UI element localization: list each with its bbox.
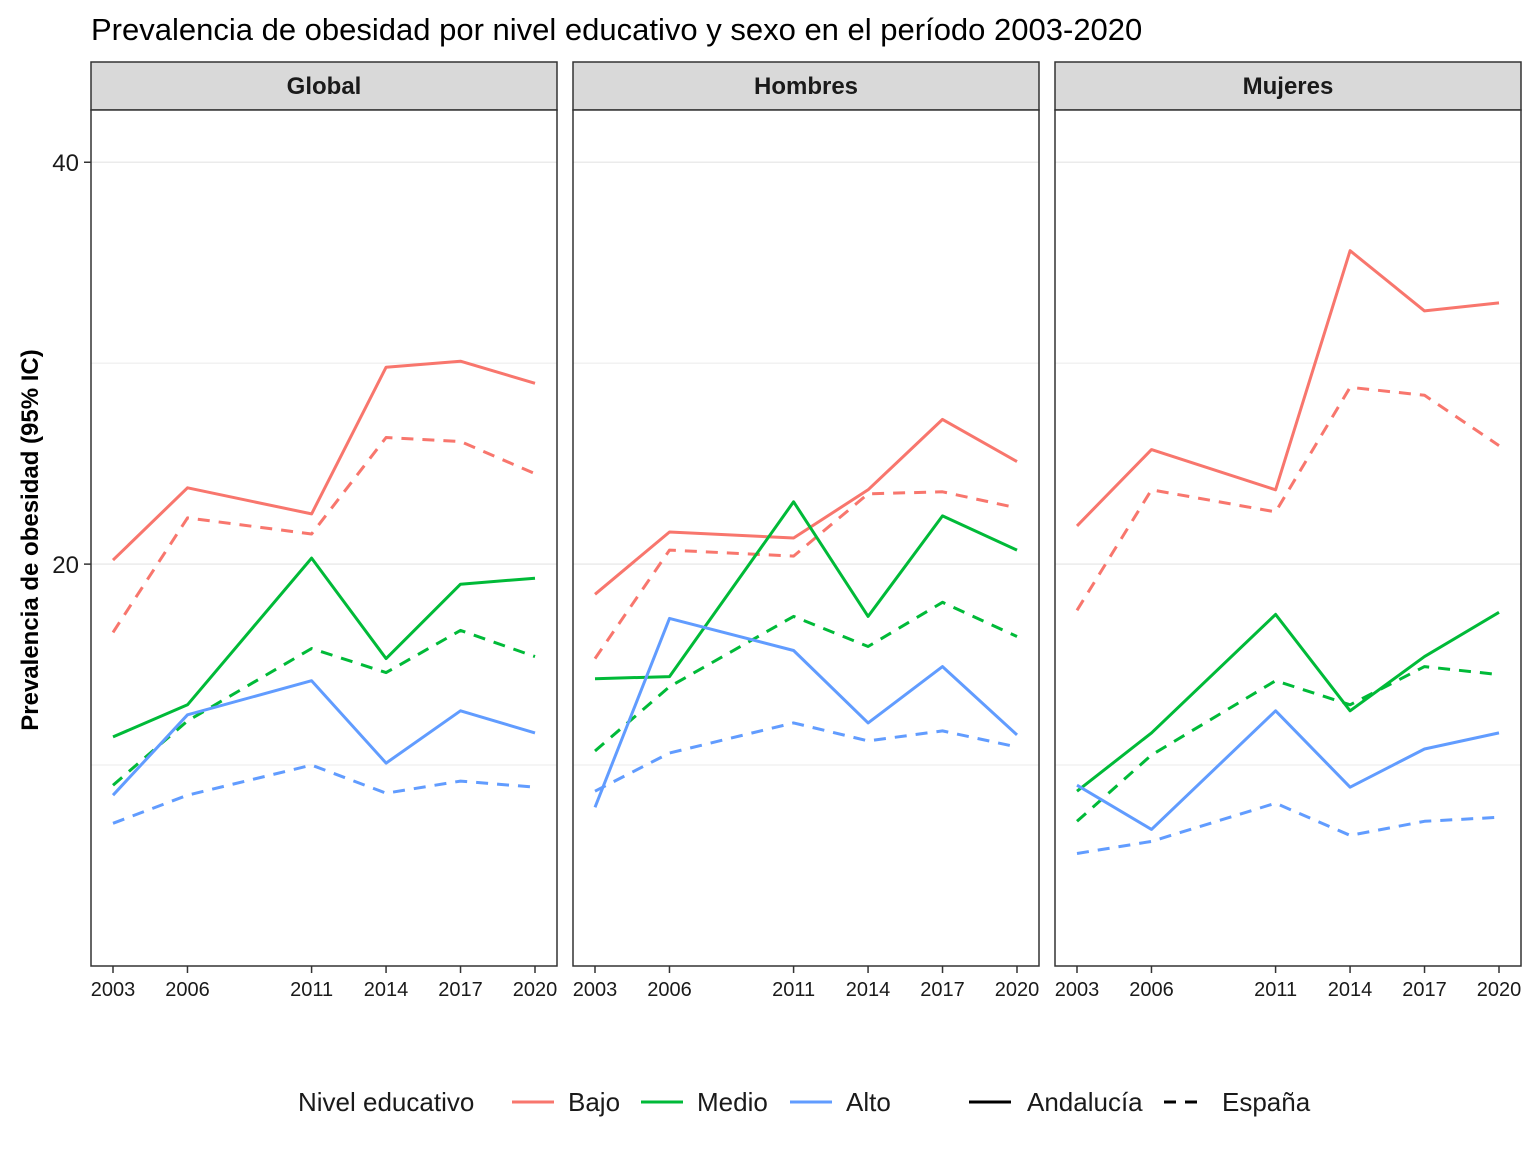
series-line-hombres-bajo-espana	[593, 490, 1018, 660]
panel-border-mujeres	[1054, 109, 1522, 967]
plot-area-global	[91, 110, 557, 966]
x-tick-label: 2003	[573, 979, 618, 1001]
series-line-mujeres-bajo-andalucia	[1075, 249, 1500, 527]
strip-mujeres	[1054, 61, 1522, 111]
x-tick-label: 2011	[772, 979, 815, 1001]
x-tick-label: 2020	[513, 979, 558, 1001]
series-line-mujeres-alto-andalucia	[1076, 709, 1500, 831]
chart-title: Prevalencia de obesidad por nivel educat…	[91, 12, 1142, 47]
legend-label-espana: España	[1222, 1087, 1311, 1117]
x-tick-label: 2003	[1055, 979, 1100, 1001]
y-tick-label: 40	[52, 150, 79, 177]
series-line-global-bajo-andalucia	[111, 359, 536, 562]
series-line-hombres-alto-espana	[594, 721, 1018, 793]
y-tick-label: 20	[52, 552, 79, 579]
legend-label-andalucia: Andalucía	[1027, 1087, 1143, 1117]
x-tick-label: 2006	[647, 979, 692, 1001]
x-tick-label: 2006	[1129, 979, 1174, 1001]
legend-label-alto: Alto	[846, 1087, 891, 1117]
panel-mujeres: Mujeres 2003 2006 2011 2014 2017 2020	[1054, 61, 1522, 1001]
strip-label-global: Global	[287, 73, 362, 100]
x-tick-label: 2011	[290, 979, 333, 1001]
x-tick-label: 2020	[1477, 979, 1522, 1001]
legend: Nivel educativo Bajo Medio Alto Andalucía Esp…	[298, 1087, 1311, 1117]
panel-hombres: Hombres 2003 2006 2011 2014 2017 2020	[572, 61, 1040, 1001]
y-axis-label: Prevalencia de obesidad (95% IC)	[17, 349, 44, 730]
series-line-global-alto-espana	[112, 763, 536, 825]
x-tick-label: 2017	[920, 979, 965, 1001]
x-tick-label: 2006	[165, 979, 210, 1001]
series-line-mujeres-medio-andalucia	[1076, 611, 1500, 793]
x-tick-label: 2017	[1402, 979, 1447, 1001]
series-line-hombres-medio-andalucia	[594, 500, 1018, 681]
x-tick-label: 2014	[846, 979, 891, 1001]
strip-hombres	[572, 61, 1040, 111]
series-line-hombres-alto-andalucia	[593, 616, 1019, 808]
x-tick-label: 2014	[364, 979, 409, 1001]
legend-label-medio: Medio	[697, 1087, 768, 1117]
series-line-global-alto-andalucia	[111, 679, 536, 797]
plot-area-hombres	[573, 110, 1039, 966]
series-line-mujeres-medio-espana	[1076, 665, 1500, 823]
x-tick-label: 2017	[438, 979, 483, 1001]
strip-global	[90, 61, 558, 111]
series-line-mujeres-bajo-espana	[1075, 385, 1500, 612]
x-tick-label: 2011	[1254, 979, 1297, 1001]
legend-title: Nivel educativo	[298, 1087, 474, 1117]
series-line-hombres-bajo-andalucia	[594, 417, 1018, 596]
panel-border-global	[90, 109, 558, 967]
series-line-global-medio-andalucia	[112, 556, 536, 739]
panel-border-hombres	[572, 109, 1040, 967]
x-tick-label: 2014	[1328, 979, 1373, 1001]
strip-label-hombres: Hombres	[754, 73, 858, 100]
series-line-hombres-medio-espana	[594, 600, 1018, 753]
legend-label-bajo: Bajo	[568, 1087, 620, 1117]
x-tick-label: 2003	[91, 979, 136, 1001]
series-line-global-bajo-espana	[111, 436, 536, 634]
strip-label-mujeres: Mujeres	[1243, 73, 1334, 100]
x-tick-label: 2020	[995, 979, 1040, 1001]
plot-area-mujeres	[1055, 110, 1521, 966]
series-line-global-medio-espana	[112, 628, 536, 787]
